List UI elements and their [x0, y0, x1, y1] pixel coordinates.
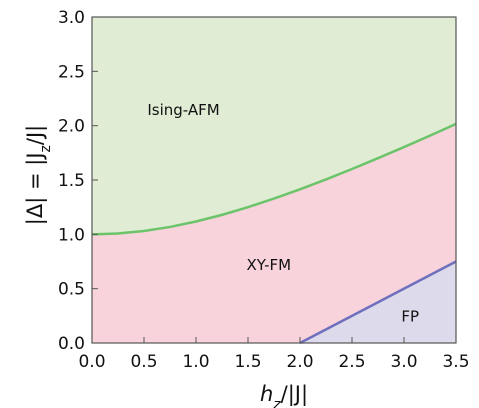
boundary-xy-fp	[299, 260, 457, 345]
x-tick-label: 2.0	[286, 352, 313, 372]
y-tick-label: 1.5	[58, 171, 85, 191]
y-axis: 0.0 0.5 1.0 1.5 2.0 2.5 3.0	[58, 8, 98, 354]
region-labels: Ising-AFM XY-FM FP	[147, 101, 419, 325]
y-axis-label: |Δ| = |Jz/J|	[23, 125, 54, 225]
x-tick-label: 1.0	[182, 352, 209, 372]
x-axis-label: hz/|J|	[260, 382, 308, 408]
boundary-ising-xy	[91, 122, 457, 236]
x-tick-label: 3.0	[390, 352, 417, 372]
y-tick-label: 2.0	[58, 117, 85, 137]
region-ising-afm	[92, 17, 456, 235]
boundary-lines	[91, 122, 457, 345]
region-label-xy-fm: XY-FM	[246, 256, 291, 274]
y-tick-label: 0.5	[58, 280, 85, 300]
y-tick-label: 3.0	[58, 8, 85, 28]
x-tick-label: 1.5	[234, 352, 261, 372]
region-label-ising-afm: Ising-AFM	[147, 101, 219, 119]
region-label-fp: FP	[401, 307, 419, 325]
y-tick-label: 0.0	[58, 334, 85, 354]
x-axis: 0.0 0.5 1.0 1.5 2.0 2.5 3.0 3.5	[78, 337, 470, 372]
y-tick-label: 2.5	[58, 62, 85, 82]
x-tick-label: 0.0	[78, 352, 105, 372]
region-xy-fm	[92, 123, 456, 344]
x-tick-label: 0.5	[130, 352, 157, 372]
y-tick-label: 1.0	[58, 225, 85, 245]
x-tick-label: 3.5	[442, 352, 469, 372]
x-tick-label: 2.5	[338, 352, 365, 372]
plot-regions	[92, 17, 456, 344]
